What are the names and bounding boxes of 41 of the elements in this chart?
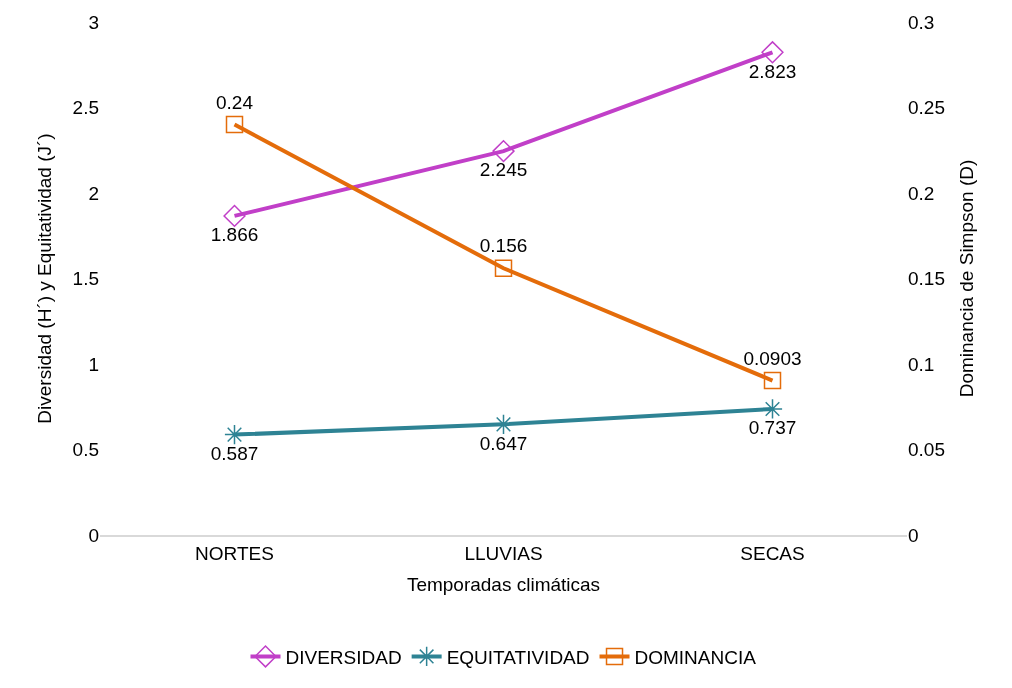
y-tick-label: 0.5: [72, 439, 99, 461]
y-tick-label: 2: [88, 182, 99, 204]
data-label: 1.866: [210, 224, 259, 246]
y2-tick-label: 0.05: [908, 439, 945, 461]
point: [492, 139, 515, 163]
x-tick-label: SECAS: [740, 542, 805, 564]
legend-label: DIVERSIDAD: [285, 646, 402, 668]
data-label: 0.647: [479, 432, 528, 454]
data-label: 0.737: [748, 417, 797, 439]
point: [761, 41, 784, 64]
point: [223, 204, 246, 228]
y-tick-label: 0: [88, 524, 99, 546]
y2-tick-label: 0.1: [908, 353, 935, 375]
y2-axis-title: Dominancia de Simpson (D): [955, 159, 977, 398]
y2-tick-label: 0.3: [908, 11, 935, 33]
y-tick-label: 1.5: [72, 268, 99, 290]
x-tick-label: NORTES: [195, 542, 274, 564]
data-label: 0.24: [216, 91, 254, 113]
y-axis-title: Diversidad (H´) y Equitatividad (J´): [34, 133, 56, 424]
y-tick-label: 2.5: [72, 97, 99, 119]
legend-label: EQUITATIVIDAD: [446, 646, 590, 668]
data-label: 0.587: [210, 442, 259, 464]
point: [493, 414, 514, 435]
point: [224, 424, 245, 445]
y2-tick-label: 0: [908, 524, 919, 546]
data-label: 0.156: [479, 235, 528, 257]
y2-tick-label: 0.15: [908, 268, 945, 290]
point: [763, 371, 782, 390]
data-label: 2.245: [479, 159, 528, 181]
x-axis-title: Temporadas climáticas: [406, 573, 601, 595]
y2-tick-label: 0.2: [908, 182, 935, 204]
legend-label: DOMINANCIA: [634, 646, 757, 668]
point: [225, 115, 244, 134]
point: [762, 398, 783, 420]
point: [494, 259, 513, 277]
data-label: 2.823: [748, 60, 797, 82]
y-tick-label: 3: [88, 11, 99, 33]
data-label: 0.0903: [743, 347, 802, 369]
y-tick-label: 1: [88, 353, 99, 375]
x-tick-label: LLUVIAS: [464, 542, 543, 564]
y2-tick-label: 0.25: [908, 97, 945, 119]
